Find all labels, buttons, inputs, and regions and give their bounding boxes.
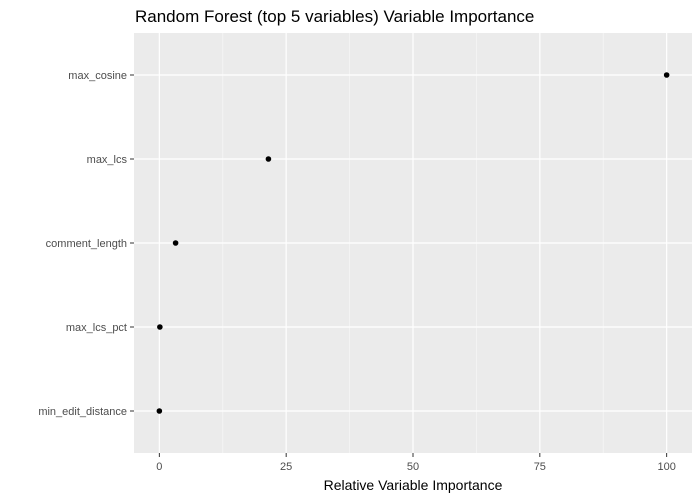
data-point-comment-length bbox=[172, 240, 179, 246]
data-point-max-lcs-pct bbox=[157, 324, 163, 330]
data-point-max-lcs bbox=[265, 156, 272, 162]
y-tick-label: min_edit_distance bbox=[38, 406, 127, 418]
y-tick-label: comment_length bbox=[46, 238, 127, 250]
y-tick-label: max_lcs bbox=[87, 154, 128, 166]
y-tick-label: max_cosine bbox=[68, 70, 127, 82]
x-axis: 0 25 50 75 100 bbox=[156, 453, 676, 473]
x-tick-label: 25 bbox=[280, 461, 292, 473]
data-point-max-cosine bbox=[663, 72, 670, 78]
major-gridlines bbox=[134, 33, 692, 453]
data-points bbox=[156, 72, 670, 414]
x-tick-label: 50 bbox=[407, 461, 419, 473]
x-axis-title: Relative Variable Importance bbox=[324, 477, 503, 493]
data-point-min-edit-distance bbox=[156, 408, 163, 414]
x-tick-label: 75 bbox=[534, 461, 546, 473]
y-tick-label: max_lcs_pct bbox=[66, 322, 127, 334]
x-tick-label: 100 bbox=[657, 461, 675, 473]
chart-title: Random Forest (top 5 variables) Variable… bbox=[135, 7, 534, 26]
x-tick-label: 0 bbox=[156, 461, 162, 473]
y-axis: max_cosine max_lcs comment_length max_lcs_p… bbox=[38, 70, 134, 418]
